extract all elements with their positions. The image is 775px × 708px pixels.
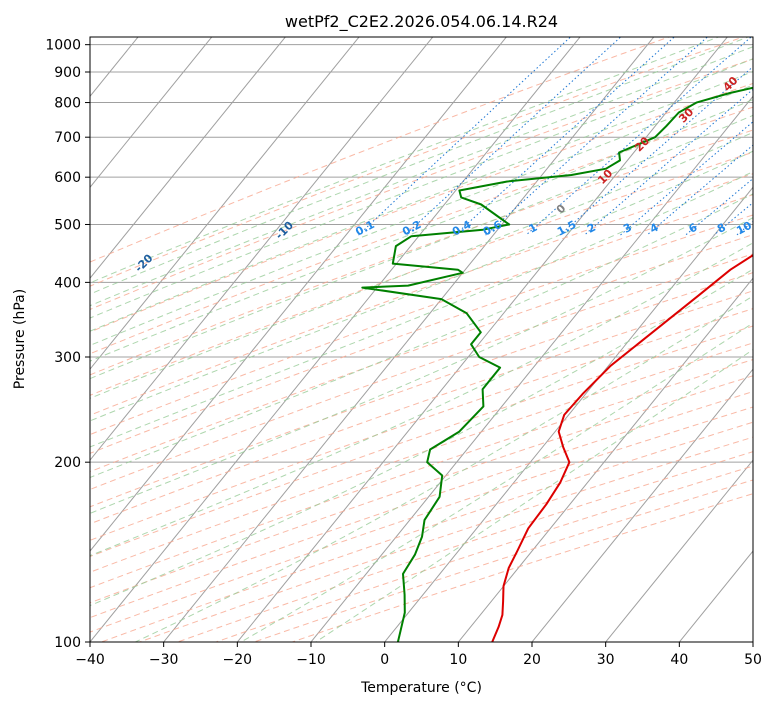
dry-adiabat — [90, 173, 753, 416]
moist-adiabat — [134, 295, 753, 642]
y-tick-label: 900 — [54, 65, 81, 81]
x-axis: −40 −30 −20 −10 0 10 20 30 40 50 — [75, 642, 762, 668]
x-tick-label: 30 — [597, 652, 615, 668]
isotherm-gridline — [90, 37, 507, 552]
isotherm-gridline — [531, 368, 753, 642]
isotherm-gridline — [90, 37, 434, 461]
isotherm-gridline — [236, 37, 728, 642]
isotherm-gridline — [90, 37, 213, 189]
mixing-ratio-line — [404, 37, 622, 236]
mixing-ratio-line — [685, 177, 753, 236]
mixing-ratio-line — [358, 37, 572, 236]
mixing-ratio-line — [485, 37, 709, 236]
isotherm-gridline — [90, 37, 286, 280]
moist-adiabat — [90, 150, 753, 422]
dry-adiabat — [90, 308, 753, 541]
isotherm-gridline — [384, 186, 753, 642]
dry-adiabat — [90, 194, 753, 436]
moist-adiabat — [90, 217, 753, 514]
mixing-ratio-line — [525, 37, 752, 236]
dry-adiabat — [90, 253, 753, 490]
chart-title: wetPf2_C2E2.2026.054.06.14.R24 — [285, 12, 558, 32]
y-tick-label: 100 — [54, 635, 81, 651]
y-tick-label: 800 — [54, 96, 81, 112]
moist-adiabat — [90, 37, 720, 284]
dry-adiabat — [90, 375, 753, 604]
dry-adiabat — [90, 391, 753, 619]
x-tick-label: 10 — [449, 652, 467, 668]
moist-adiabat — [90, 268, 753, 607]
moist-adiabat — [90, 37, 750, 295]
x-tick-label: −30 — [149, 652, 179, 668]
isotherm-gridline — [310, 95, 753, 642]
isotherm-gridline — [90, 37, 360, 370]
mixing-ratio-label: 10 — [734, 219, 754, 238]
isotherm-gridline — [163, 37, 655, 642]
dewpoint-profile — [361, 86, 753, 642]
y-tick-label: 1000 — [45, 38, 81, 54]
x-tick-label: 40 — [670, 652, 688, 668]
moist-adiabat — [90, 98, 753, 362]
x-axis-label: Temperature (°C) — [360, 680, 482, 696]
isotherm-gridline — [90, 37, 581, 642]
moist-adiabat — [90, 58, 753, 319]
y-tick-label: 400 — [54, 275, 81, 291]
x-tick-label: 0 — [380, 652, 389, 668]
x-tick-label: −10 — [296, 652, 326, 668]
temperature-profile — [491, 253, 753, 642]
x-tick-label: −40 — [75, 652, 105, 668]
moist-adiabat — [90, 84, 753, 346]
moist-adiabat — [90, 70, 753, 332]
y-tick-label: 500 — [54, 217, 81, 233]
y-axis-label: Pressure (hPa) — [12, 289, 28, 389]
dry-adiabat — [90, 129, 753, 376]
isotherm-gridline — [605, 459, 753, 642]
y-tick-label: 300 — [54, 350, 81, 366]
y-tick-label: 700 — [54, 130, 81, 146]
x-tick-label: 20 — [523, 652, 541, 668]
isotherm-gridline — [457, 277, 753, 642]
y-tick-label: 600 — [54, 170, 81, 186]
moist-adiabat — [90, 131, 753, 399]
moist-adiabat — [90, 193, 753, 479]
plot-frame — [89, 36, 754, 643]
x-tick-label: −20 — [223, 652, 253, 668]
dry-adiabat — [90, 151, 753, 396]
y-axis: 100 200 300 400 500 600 700 800 900 1000 — [45, 38, 90, 651]
moist-adiabat — [314, 349, 753, 642]
y-tick-label: 200 — [54, 455, 81, 471]
dry-adiabat — [90, 37, 671, 263]
x-tick-label: 50 — [744, 652, 762, 668]
dry-adiabat — [90, 290, 753, 525]
plot-area: -100-90-80-70-60-50-40-30-20-10010203040… — [90, 37, 754, 642]
mixing-ratio-line — [454, 37, 676, 236]
